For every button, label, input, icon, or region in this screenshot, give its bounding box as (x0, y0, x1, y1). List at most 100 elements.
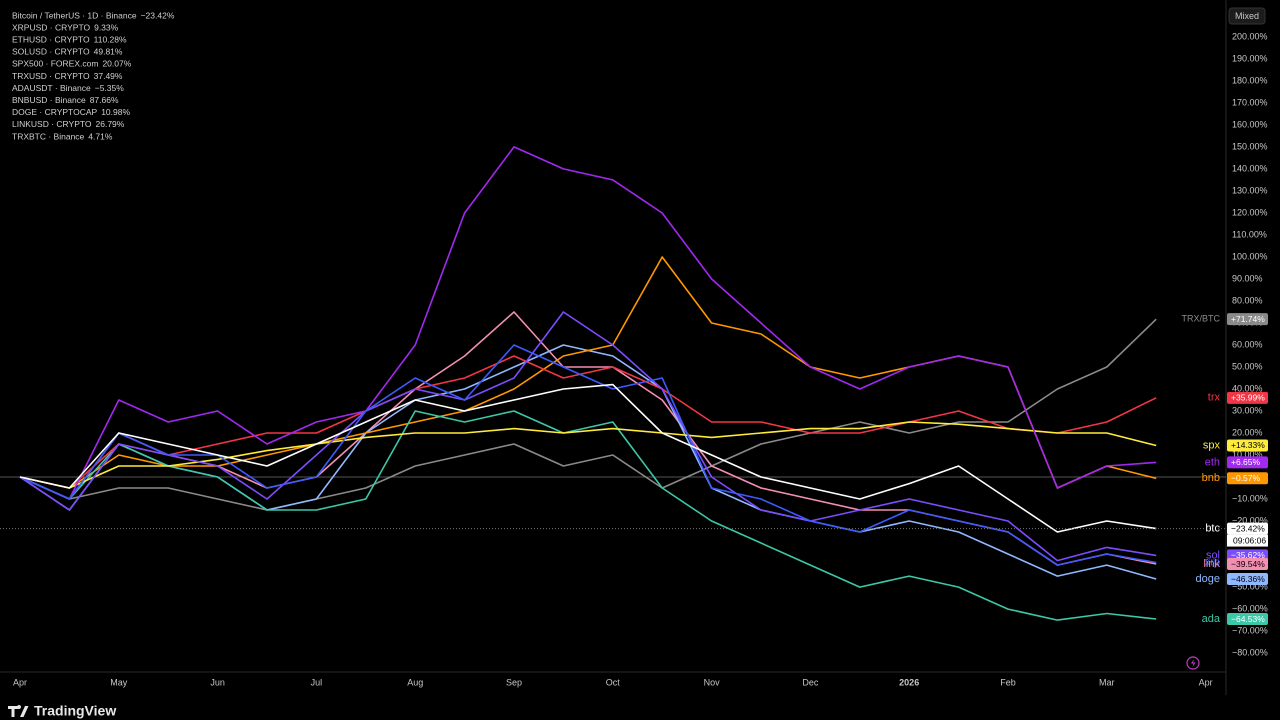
value-tag-label: −46.36% (1231, 574, 1265, 584)
y-tick-label: 150.00% (1232, 141, 1268, 151)
legend-value: −23.42% (141, 10, 175, 20)
x-tick-label: Jun (210, 677, 225, 687)
legend-name: DOGE · CRYPTOCAP (12, 107, 98, 117)
x-tick-label: May (110, 677, 128, 687)
countdown-label: 09:06:06 (1233, 535, 1266, 545)
legend-name: ETHUSD · CRYPTO (12, 34, 90, 44)
x-tick-label: Apr (1199, 677, 1213, 687)
y-tick-label: 120.00% (1232, 207, 1268, 217)
y-tick-label: 170.00% (1232, 97, 1268, 107)
y-tick-label: −70.00% (1232, 625, 1268, 635)
y-tick-label: 10.00% (1232, 449, 1263, 459)
legend-value: 49.81% (94, 47, 123, 57)
value-tag-label: +14.33% (1231, 440, 1265, 450)
series (19, 355, 1157, 489)
y-tick-label: 30.00% (1232, 405, 1263, 415)
value-tag-label: +35.99% (1231, 393, 1265, 403)
series (19, 311, 1157, 562)
y-tick-label: 20.00% (1232, 427, 1263, 437)
y-tick-label: 140.00% (1232, 163, 1268, 173)
x-tick-label: Aug (407, 677, 423, 687)
value-tag-label: −64.53% (1231, 614, 1265, 624)
brand-logo (8, 705, 29, 717)
y-tick-label: 160.00% (1232, 119, 1268, 129)
legend-value: 20.07% (102, 59, 131, 69)
y-tick-label: 40.00% (1232, 383, 1263, 393)
value-tag-label: −39.54% (1231, 559, 1265, 569)
value-tag-label: +6.65% (1231, 457, 1261, 467)
value-tag (1227, 313, 1268, 326)
y-tick-label: −60.00% (1232, 603, 1268, 613)
y-tick-label: 200.00% (1232, 31, 1268, 41)
legend-name: BNBUSD · Binance (12, 95, 86, 105)
legend-name: TRXUSD · CRYPTO (12, 71, 90, 81)
series-line (19, 318, 1157, 511)
series (19, 318, 1157, 511)
x-tick-label: Mar (1099, 677, 1115, 687)
value-tag (1227, 522, 1268, 535)
y-tick-label: −50.00% (1232, 581, 1268, 591)
series (19, 383, 1157, 533)
legend-name: LINKUSD · CRYPTO (12, 119, 92, 129)
series-tag-name: doge (1196, 573, 1220, 585)
series-tag-name: btc (1205, 522, 1220, 534)
y-tick-label: 100.00% (1232, 251, 1268, 261)
series-line (19, 344, 1157, 566)
legend-name: TRXBTC · Binance (12, 131, 85, 141)
y-tick-label: 180.00% (1232, 75, 1268, 85)
legend-value: 87.66% (90, 95, 119, 105)
countdown-tag (1227, 534, 1268, 547)
legend-name: ADAUSDT · Binance (12, 83, 91, 93)
series-tag-name: xrp (1205, 556, 1220, 568)
value-tag (1227, 439, 1268, 452)
legend-value: −5.35% (95, 83, 125, 93)
brand-name: TradingView (34, 703, 116, 719)
series-tag-name: eth (1205, 456, 1220, 468)
y-tick-label: 130.00% (1232, 185, 1268, 195)
y-tick-label: 80.00% (1232, 295, 1263, 305)
series-line (19, 146, 1157, 500)
mode-button[interactable] (1228, 7, 1266, 25)
value-tag (1227, 391, 1268, 404)
legend-name: XRPUSD · CRYPTO (12, 22, 90, 32)
legend-name: SOLUSD · CRYPTO (12, 47, 90, 57)
value-tag-label: +71.74% (1231, 314, 1265, 324)
series-line (19, 410, 1157, 621)
y-tick-label: 190.00% (1232, 53, 1268, 63)
legend-value: 10.98% (101, 107, 130, 117)
series-line (19, 383, 1157, 533)
series-tag-name: sol (1206, 549, 1220, 561)
series-line (19, 421, 1157, 489)
value-tag (1227, 456, 1268, 469)
value-tag (1227, 472, 1268, 485)
legend-value: 37.49% (94, 71, 123, 81)
x-tick-label: Oct (606, 677, 621, 687)
series-line (19, 311, 1157, 562)
value-tag-label: −23.42% (1231, 523, 1265, 533)
x-tick-label: Apr (13, 677, 27, 687)
y-tick-label: −10.00% (1232, 493, 1268, 503)
value-tag (1227, 558, 1268, 571)
x-tick-label: Jul (311, 677, 323, 687)
legend-value: 9.33% (94, 22, 119, 32)
series (19, 410, 1157, 621)
x-tick-label: Nov (704, 677, 721, 687)
series (19, 146, 1157, 500)
legend-value: 4.71% (88, 131, 113, 141)
series-tag-name: trx (1208, 392, 1221, 404)
alert-icon[interactable] (1186, 656, 1200, 670)
legend-name: Bitcoin / TetherUS · 1D · Binance (12, 10, 137, 20)
series-tag-name: spx (1203, 439, 1221, 451)
value-tag (1227, 613, 1268, 626)
series-tag-name: TRX/BTC (1181, 314, 1220, 324)
series-line (19, 355, 1157, 489)
series-tag-name: bnb (1202, 472, 1220, 484)
x-tick-label: 2026 (899, 677, 919, 687)
series (19, 421, 1157, 489)
x-tick-label: Dec (802, 677, 819, 687)
mode-button-label[interactable]: Mixed (1235, 11, 1259, 21)
legend-value: 110.28% (94, 34, 127, 44)
series-tag-name: ada (1202, 613, 1221, 625)
